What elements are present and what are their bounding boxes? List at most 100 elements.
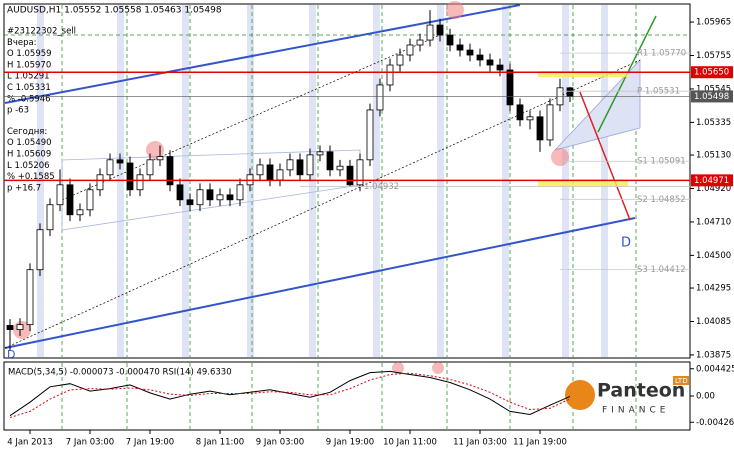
- candle-body: [36, 229, 44, 271]
- candle-body: [456, 44, 464, 51]
- candle-body: [276, 169, 284, 181]
- candle-body: [426, 24, 434, 41]
- zone-highlight: [538, 71, 628, 77]
- candle-body: [546, 104, 554, 141]
- zone-highlight: [538, 181, 628, 187]
- indicator-label: MACD(5,34,5) -0.000073 -0.000470 RSI(14)…: [8, 368, 232, 378]
- pivot-label: R1 1.05770: [637, 49, 686, 59]
- info-line: % +0.1585: [7, 172, 55, 182]
- candle-body: [56, 184, 64, 206]
- y-tick-label: 1.05130: [696, 151, 731, 161]
- dotted-trend: [4, 59, 641, 349]
- candle-body: [186, 199, 194, 206]
- candle-body: [96, 174, 104, 191]
- candle-body: [106, 159, 114, 176]
- channel-upper: [4, 4, 521, 104]
- x-tick-label: 9 Jan 19:00: [326, 438, 374, 448]
- price-tag-label: 1.05650: [694, 68, 729, 78]
- marker-label: D: [621, 236, 631, 251]
- candle-body: [376, 84, 384, 111]
- price-tag-label: 1.05498: [694, 92, 729, 102]
- info-line: #23122302_sell: [7, 27, 76, 37]
- info-line: Сегодня:: [7, 127, 47, 137]
- logo: Panteon FINANCE LTD: [565, 376, 689, 416]
- indicator-tick-label: 0.004425: [696, 364, 734, 374]
- candle-body: [176, 184, 184, 201]
- candle-body: [526, 116, 534, 121]
- pivot-label: S2 1.04852: [637, 195, 686, 205]
- indicator-line: [9, 370, 571, 417]
- y-tick-label: 1.04500: [696, 251, 731, 261]
- candle-body: [566, 87, 574, 97]
- x-tick-label: 10 Jan 11:00: [383, 438, 437, 448]
- price-tag: [691, 66, 733, 79]
- channel-lower: [4, 217, 636, 349]
- info-line: L 1.05291: [7, 72, 50, 82]
- candle-body: [496, 64, 504, 71]
- candle-body: [66, 184, 74, 216]
- marker-label: D: [7, 348, 15, 361]
- candles: [6, 10, 574, 351]
- candle-body: [126, 162, 134, 191]
- forecast-down: [579, 91, 631, 221]
- logo-sub: FINANCE: [602, 406, 669, 416]
- candle-body: [6, 325, 14, 331]
- candle-body: [446, 34, 454, 46]
- indicator-tick-label: -0.004266: [696, 418, 734, 428]
- candle-body: [366, 109, 374, 161]
- y-tick-label: 1.04085: [696, 317, 731, 327]
- price-tag: [691, 174, 733, 187]
- y-tick-label: 1.05755: [696, 51, 731, 61]
- info-line: p +16.7: [7, 183, 41, 193]
- candle-body: [76, 209, 84, 216]
- x-tick-label: 4 Jan 2013: [7, 438, 53, 448]
- candle-body: [306, 154, 314, 176]
- candle-body: [336, 165, 344, 171]
- candle-body: [326, 151, 334, 171]
- chart-title: AUDUSD,H1 1.05552 1.05558 1.05463 1.0549…: [7, 6, 222, 16]
- candle-body: [26, 269, 34, 326]
- candle-body: [406, 44, 414, 56]
- x-tick-label: 7 Jan 19:00: [126, 438, 174, 448]
- candle-body: [516, 104, 524, 121]
- candle-body: [196, 189, 204, 206]
- triangle-zone: [553, 58, 641, 151]
- candle-body: [86, 189, 94, 211]
- info-line: % -0.5946: [7, 94, 51, 104]
- pivot-label: S3 1.04412: [637, 265, 686, 275]
- y-tick-label: 1.05965: [696, 18, 731, 28]
- price-tag: [691, 90, 733, 103]
- candle-body: [396, 54, 404, 66]
- pivot-label: S1 1.05091: [637, 157, 686, 167]
- candle-body: [16, 324, 24, 331]
- candle-body: [216, 194, 224, 201]
- info-line: C 1.05331: [7, 83, 51, 93]
- candle-body: [486, 59, 494, 66]
- candle-body: [466, 49, 474, 56]
- y-tick-label: 1.04920: [696, 184, 731, 194]
- logo-name: Panteon: [597, 380, 685, 402]
- candle-body: [506, 69, 514, 106]
- y-tick-label: 1.05545: [696, 84, 731, 94]
- x-tick-label: 8 Jan 11:00: [196, 438, 244, 448]
- candle-body: [416, 39, 424, 46]
- y-tick-label: 1.03875: [696, 350, 731, 360]
- candle-body: [536, 116, 544, 141]
- candle-body: [226, 194, 234, 201]
- candle-body: [166, 156, 174, 186]
- logo-badge: [673, 376, 689, 385]
- logo-badge-text: LTD: [675, 377, 688, 385]
- candle-body: [476, 54, 484, 61]
- candle-body: [386, 64, 394, 86]
- candle-body: [316, 151, 324, 156]
- candle-body: [266, 164, 274, 181]
- pivot-label: 1.04932: [364, 182, 399, 192]
- info-line: H 1.05609: [7, 150, 51, 160]
- x-tick-label: 11 Jan 19:00: [513, 438, 567, 448]
- candle-body: [296, 159, 304, 176]
- candle-body: [116, 159, 124, 164]
- candle-body: [286, 159, 294, 171]
- info-line: O 1.05490: [7, 138, 52, 148]
